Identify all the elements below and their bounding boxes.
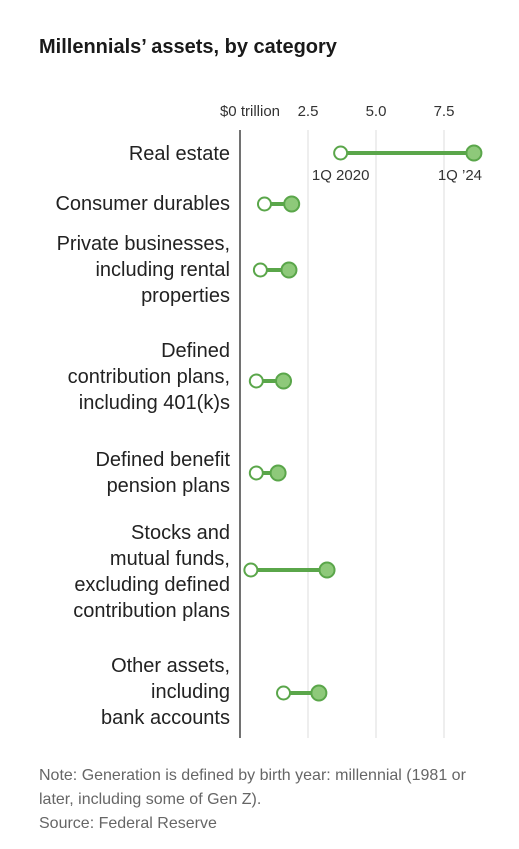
category-label: Defined contribution plans, including 40… — [67, 340, 230, 414]
category-label: Consumer durables — [55, 193, 230, 215]
x-tick-label: 5.0 — [366, 103, 387, 120]
data-marks — [243, 144, 483, 702]
series-label-start: 1Q 2020 — [312, 167, 370, 184]
end-point-1q24 — [275, 372, 293, 390]
start-point-1q2020 — [276, 685, 292, 701]
end-point-1q24 — [310, 684, 328, 702]
note-text: Note: Generation is defined by birth yea… — [39, 767, 466, 808]
start-point-1q2020 — [333, 145, 349, 161]
gridlines — [239, 130, 445, 738]
category-label: Other assets, including bank accounts — [101, 655, 230, 729]
end-point-1q24 — [318, 561, 336, 579]
category-label: Private businesses, including rental pro… — [56, 233, 230, 307]
end-point-1q24 — [280, 261, 298, 279]
point-labels: 1Q 2020 1Q ’24 — [312, 167, 482, 184]
category-label: Real estate — [128, 143, 230, 165]
x-tick-label: $0 trillion — [220, 103, 280, 120]
start-point-1q2020 — [243, 562, 259, 578]
end-point-1q24 — [465, 144, 483, 162]
start-point-1q2020 — [248, 373, 264, 389]
end-point-1q24 — [269, 464, 287, 482]
start-point-1q2020 — [252, 262, 268, 278]
chart-title: Millennials’ assets, by category — [39, 36, 337, 58]
x-tick-labels: $0 trillion 2.5 5.0 7.5 — [220, 103, 454, 120]
start-point-1q2020 — [256, 196, 272, 212]
category-label: Defined benefit pension plans — [95, 449, 230, 497]
footnote: Note: Generation is defined by birth yea… — [39, 764, 499, 836]
end-point-1q24 — [283, 195, 301, 213]
source-text: Source: Federal Reserve — [39, 815, 217, 832]
x-tick-label: 7.5 — [434, 103, 455, 120]
series-label-end: 1Q ’24 — [438, 167, 482, 184]
start-point-1q2020 — [248, 465, 264, 481]
category-label: Stocks and mutual funds, excluding defin… — [73, 522, 230, 622]
x-tick-label: 2.5 — [298, 103, 319, 120]
